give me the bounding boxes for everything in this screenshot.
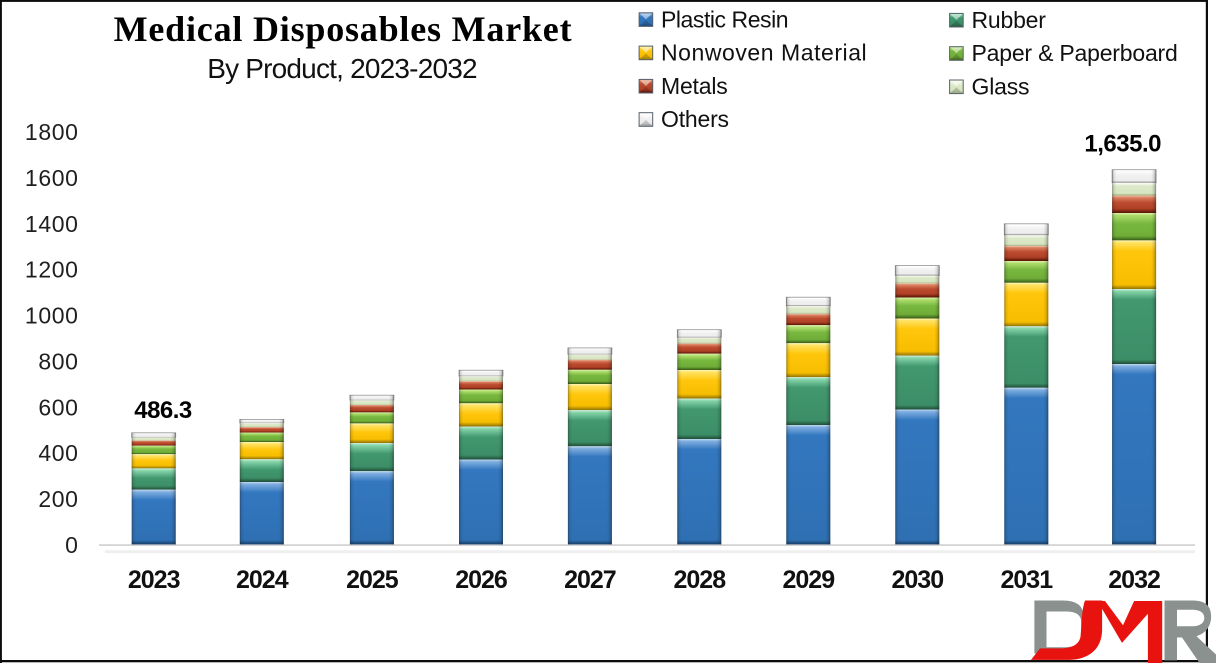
svg-text:By Product, 2023-2032: By Product, 2023-2032 — [207, 53, 477, 84]
svg-text:Medical Disposables Market: Medical Disposables Market — [114, 9, 573, 49]
svg-text:2029: 2029 — [782, 566, 834, 594]
svg-text:0: 0 — [65, 532, 78, 558]
svg-text:2027: 2027 — [564, 566, 616, 594]
svg-text:1000: 1000 — [25, 303, 79, 329]
svg-text:1,635.0: 1,635.0 — [1084, 130, 1161, 157]
svg-text:2025: 2025 — [346, 566, 399, 594]
svg-text:2030: 2030 — [891, 566, 943, 594]
svg-text:1400: 1400 — [25, 211, 79, 237]
svg-text:Plastic Resin: Plastic Resin — [661, 6, 788, 32]
svg-text:1200: 1200 — [25, 257, 79, 283]
svg-text:Others: Others — [661, 106, 729, 132]
svg-text:800: 800 — [38, 348, 78, 374]
svg-text:200: 200 — [38, 486, 78, 512]
svg-text:2024: 2024 — [236, 566, 289, 594]
svg-text:2031: 2031 — [1000, 566, 1053, 594]
svg-text:1800: 1800 — [25, 119, 79, 145]
svg-text:2023: 2023 — [128, 566, 180, 594]
svg-text:486.3: 486.3 — [134, 397, 192, 424]
svg-text:Nonwoven Material: Nonwoven Material — [661, 40, 867, 66]
svg-text:1600: 1600 — [25, 165, 79, 191]
svg-text:Metals: Metals — [661, 73, 728, 99]
svg-text:400: 400 — [38, 440, 78, 466]
svg-text:Rubber: Rubber — [972, 7, 1047, 33]
svg-text:Paper & Paperboard: Paper & Paperboard — [972, 40, 1178, 66]
svg-text:2032: 2032 — [1108, 566, 1160, 594]
svg-text:2026: 2026 — [455, 566, 507, 594]
svg-text:Glass: Glass — [972, 74, 1030, 100]
svg-text:600: 600 — [38, 394, 78, 420]
svg-text:2028: 2028 — [673, 566, 726, 594]
